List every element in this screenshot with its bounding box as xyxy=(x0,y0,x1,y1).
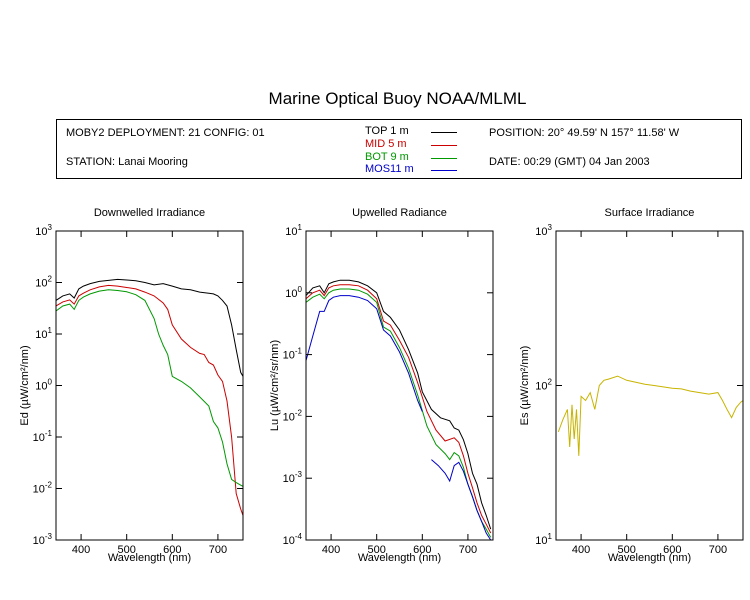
series-line-mid xyxy=(56,284,243,516)
x-tick-label: 700 xyxy=(209,544,227,556)
y-tick-label: 103 xyxy=(535,223,552,238)
x-axis-label: Wavelength (nm) xyxy=(108,552,191,564)
series-line-mid xyxy=(306,284,492,534)
y-tick-label: 101 xyxy=(35,326,52,341)
plot-frame xyxy=(305,230,494,541)
plot-frame xyxy=(55,230,244,541)
x-tick-label: 400 xyxy=(572,544,590,556)
x-tick-label: 600 xyxy=(413,544,431,556)
x-tick-label: 700 xyxy=(709,544,727,556)
info-panel: MOBY2 DEPLOYMENT: 21 CONFIG: 01 STATION:… xyxy=(56,119,742,179)
y-tick-label: 102 xyxy=(535,378,552,393)
y-tick-label: 100 xyxy=(285,285,302,300)
y-tick-label: 10-3 xyxy=(283,470,303,485)
x-axis-label: Wavelength (nm) xyxy=(608,552,691,564)
y-tick-label: 10-4 xyxy=(283,532,303,547)
y-tick-label: 10-3 xyxy=(33,532,53,547)
chart-title: Downwelled Irradiance xyxy=(94,207,205,219)
y-axis-label: Ed (µW/cm²/nm) xyxy=(19,345,31,425)
series-line-es xyxy=(557,375,743,456)
legend-line-mid xyxy=(431,145,457,146)
legend-line-bot xyxy=(431,158,457,159)
x-tick-label: 600 xyxy=(163,544,181,556)
y-axis-label: Lu (µW/cm²/sr/nm) xyxy=(269,340,281,431)
legend-label-mid: MID 5 m xyxy=(365,138,407,150)
series-line-mos xyxy=(431,459,492,540)
x-tick-label: 700 xyxy=(459,544,477,556)
series-line-bot xyxy=(306,288,492,538)
x-tick-label: 600 xyxy=(663,544,681,556)
series-line-top xyxy=(56,278,243,377)
x-tick-label: 500 xyxy=(618,544,636,556)
x-tick-label: 400 xyxy=(72,544,90,556)
y-tick-label: 103 xyxy=(35,223,52,238)
y-tick-label: 10-1 xyxy=(283,347,303,362)
y-tick-label: 101 xyxy=(285,223,302,238)
legend-label-mos: MOS11 m xyxy=(365,163,414,175)
x-axis-label: Wavelength (nm) xyxy=(358,552,441,564)
series-line-top xyxy=(306,279,492,530)
y-tick-label: 10-2 xyxy=(283,408,303,423)
series-line-bot xyxy=(56,289,243,487)
deployment-text: MOBY2 DEPLOYMENT: 21 CONFIG: 01 xyxy=(66,127,265,139)
x-tick-label: 500 xyxy=(118,544,136,556)
y-tick-label: 10-1 xyxy=(33,429,53,444)
y-tick-label: 100 xyxy=(35,378,52,393)
y-tick-label: 10-2 xyxy=(33,481,53,496)
legend-line-top xyxy=(431,132,457,133)
legend-line-mos xyxy=(431,170,457,171)
station-text: STATION: Lanai Mooring xyxy=(66,156,188,168)
page-title: Marine Optical Buoy NOAA/MLML xyxy=(268,89,527,108)
date-text: DATE: 00:29 (GMT) 04 Jan 2003 xyxy=(489,156,650,168)
plot-frame xyxy=(555,230,744,541)
y-axis-label: Es (µW/cm²/nm) xyxy=(519,346,531,426)
legend-label-top: TOP 1 m xyxy=(365,125,409,137)
chart-title: Surface Irradiance xyxy=(605,207,695,219)
y-tick-label: 101 xyxy=(535,532,552,547)
x-tick-label: 400 xyxy=(322,544,340,556)
chart-title: Upwelled Radiance xyxy=(352,207,447,219)
position-text: POSITION: 20° 49.59' N 157° 11.58' W xyxy=(489,127,680,139)
series-line-mos xyxy=(306,295,423,412)
x-tick-label: 500 xyxy=(368,544,386,556)
y-tick-label: 102 xyxy=(35,275,52,290)
legend-label-bot: BOT 9 m xyxy=(365,151,409,163)
